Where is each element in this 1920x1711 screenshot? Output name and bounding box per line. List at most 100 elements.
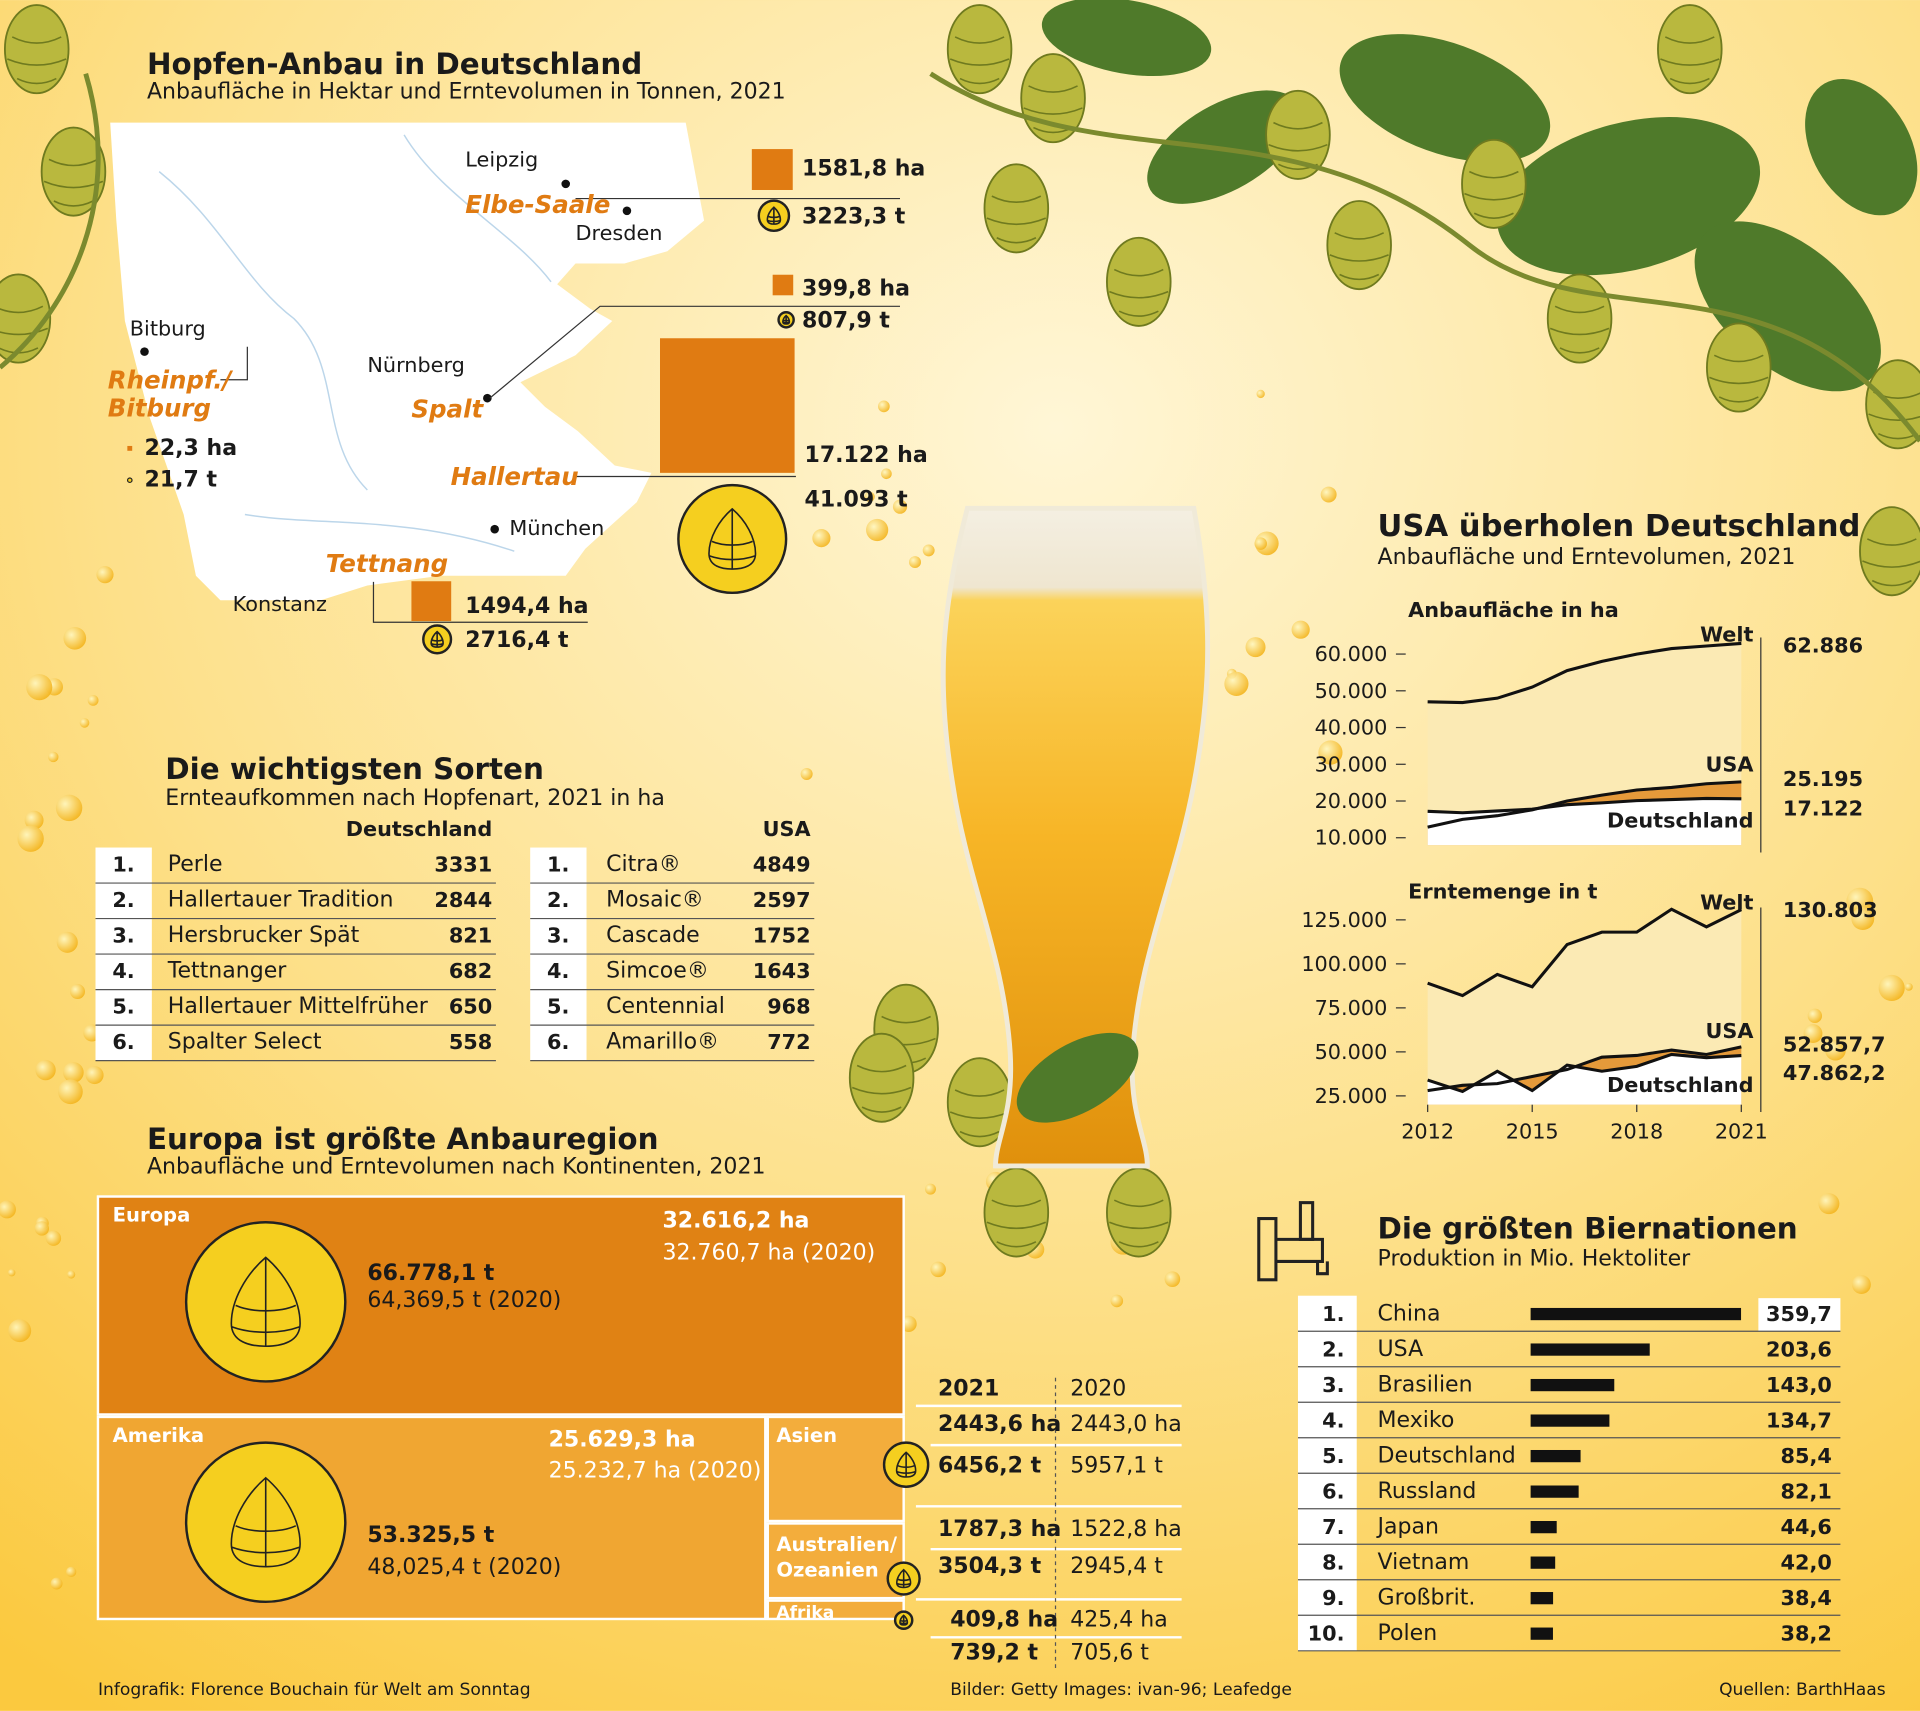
variety-value: 558 xyxy=(449,1030,492,1054)
bubble xyxy=(96,566,114,584)
bubble xyxy=(864,491,875,502)
map-shape xyxy=(110,122,705,601)
hop-cone-scales xyxy=(949,36,1010,85)
bubble xyxy=(1224,671,1249,696)
area-label: 1581,8 ha xyxy=(802,157,925,182)
tap-plate xyxy=(1257,1217,1278,1282)
variety-name: Hersbrucker Spät xyxy=(168,923,360,948)
bubble xyxy=(877,400,890,413)
value-label: 143,0 xyxy=(1766,1373,1832,1397)
variety-value: 772 xyxy=(767,1030,810,1054)
line xyxy=(1427,641,1742,705)
bubble xyxy=(63,626,87,650)
bubble xyxy=(17,825,44,852)
bubble xyxy=(909,556,921,569)
area-2021: 32.616,2 ha xyxy=(662,1209,809,1234)
area xyxy=(1427,798,1742,846)
leaf xyxy=(1041,0,1212,77)
hop-cone xyxy=(431,632,443,647)
bubble xyxy=(0,1200,16,1219)
bubble xyxy=(930,1261,946,1278)
bar xyxy=(1530,1485,1579,1498)
river xyxy=(403,134,552,283)
y-tick-label: 75.000 xyxy=(1315,996,1388,1020)
chart-label: Erntemenge in t xyxy=(1408,880,1597,904)
harvest-label: 3223,3 t xyxy=(802,204,906,229)
bubble xyxy=(800,768,813,781)
hop-cone-scales xyxy=(1862,538,1920,587)
y-tick-label: 40.000 xyxy=(1315,716,1388,740)
value-label: 134,7 xyxy=(1766,1409,1832,1433)
rank: 1. xyxy=(112,853,134,877)
category-label: Deutschland xyxy=(1378,1444,1516,1469)
hop-cone xyxy=(231,1257,300,1346)
hop-cone xyxy=(1326,200,1392,291)
end-label: 25.195 xyxy=(1783,767,1863,791)
bubble xyxy=(1807,1008,1823,1024)
hop-cone-scales xyxy=(1109,268,1169,317)
river xyxy=(158,171,368,491)
bar xyxy=(1530,1414,1610,1427)
bubble xyxy=(1851,907,1875,931)
area-square xyxy=(660,338,795,473)
hop-cone xyxy=(0,273,52,364)
hop-cone xyxy=(1461,138,1527,229)
leader-line xyxy=(220,346,248,381)
highlight-box xyxy=(1758,1298,1841,1332)
city-label: Bitburg xyxy=(130,316,206,340)
category-label: Mexiko xyxy=(1378,1408,1455,1433)
bubble xyxy=(1825,1039,1846,1061)
hop-cone xyxy=(231,1478,300,1567)
city-dot xyxy=(622,206,632,216)
series-name: USA xyxy=(1706,1019,1754,1043)
table-header: Deutschland xyxy=(346,817,492,841)
tap-spout xyxy=(1316,1261,1329,1276)
bubble xyxy=(922,544,935,557)
area-label: 399,8 ha xyxy=(802,277,910,302)
line xyxy=(1427,780,1742,829)
bubble xyxy=(1878,974,1905,1002)
harvest-label: 21,7 t xyxy=(144,468,217,493)
leaf xyxy=(1016,1032,1139,1123)
variety-name: Mosaic® xyxy=(606,888,704,913)
area-label: 22,3 ha xyxy=(144,436,237,461)
content: Leipzig Dresden Bitburg Nürnberg München Kons… xyxy=(95,147,1885,1666)
hop-cone xyxy=(983,1167,1050,1258)
region-label: Rheinpf./ xyxy=(108,365,234,394)
variety-value: 2844 xyxy=(434,888,492,912)
variety-value: 2597 xyxy=(753,888,811,912)
harvest-label: 807,9 t xyxy=(802,309,890,334)
tap-icon xyxy=(1257,1201,1329,1282)
area-2021: 2443,6 ha xyxy=(938,1412,1061,1437)
bubble xyxy=(892,499,908,514)
bubble xyxy=(56,931,78,953)
x-tick-label: 2012 xyxy=(1401,1120,1454,1144)
bar xyxy=(1530,1592,1554,1605)
end-label: 17.122 xyxy=(1783,796,1863,820)
city-label: Konstanz xyxy=(233,592,327,616)
rivers xyxy=(158,134,552,552)
continent-name: Europa xyxy=(113,1203,191,1226)
rank: 8. xyxy=(1322,1551,1344,1575)
variety-value: 682 xyxy=(449,959,492,983)
hop-cone-scales xyxy=(1709,354,1769,403)
bubble xyxy=(1818,1193,1840,1215)
rank: 2. xyxy=(112,888,134,912)
hop-cone xyxy=(40,126,107,217)
bubble xyxy=(1291,620,1310,639)
hop-cone-scales xyxy=(1109,1199,1169,1248)
series-name: Welt xyxy=(1700,891,1753,915)
y-tick-label: 50.000 xyxy=(1315,1040,1388,1064)
leaf xyxy=(1694,221,1881,392)
hop-cone-scales xyxy=(986,195,1047,244)
region-label: Hallertau xyxy=(451,462,579,491)
rank: 6. xyxy=(1322,1480,1344,1504)
bar xyxy=(1530,1627,1553,1640)
rank: 4. xyxy=(547,959,569,983)
line xyxy=(1427,1045,1742,1093)
category-label: Großbrit. xyxy=(1378,1586,1476,1611)
leaf xyxy=(1339,34,1551,163)
category-label: China xyxy=(1378,1302,1441,1327)
y-tick-label: 50.000 xyxy=(1315,679,1388,703)
area-2020: 2443,0 ha xyxy=(1070,1412,1182,1437)
